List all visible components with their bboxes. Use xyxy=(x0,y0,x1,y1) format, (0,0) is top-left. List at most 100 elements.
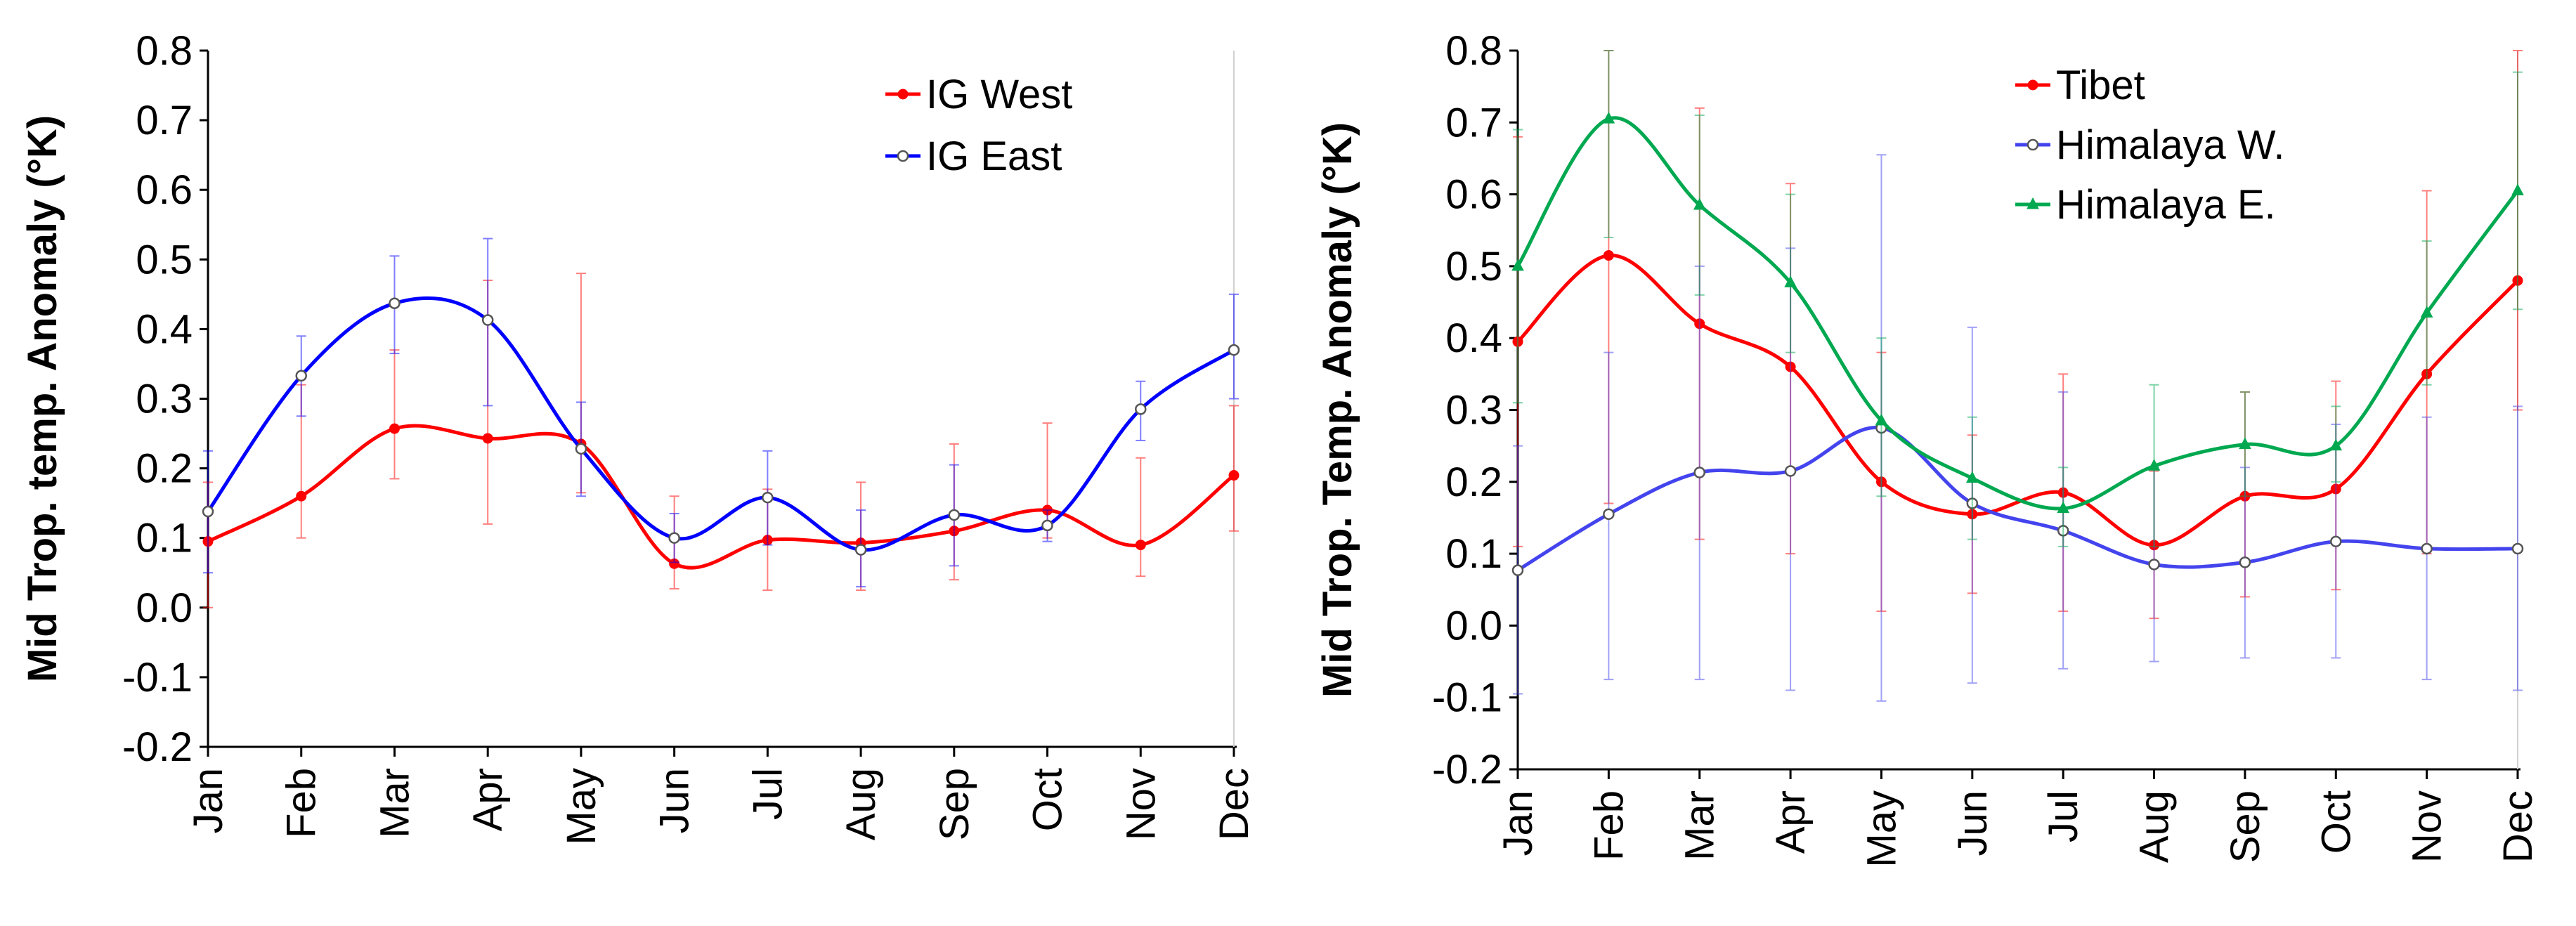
right-legend-marker-himalaya-w xyxy=(2027,138,2039,151)
right-legend-marker-tibet xyxy=(2027,79,2038,91)
left-legend-label-ig-west: IG West xyxy=(926,72,1072,117)
right-x-tick-label-aug: Aug xyxy=(2132,790,2178,863)
chart-tibet-himalaya-svg: -0.2 -0.1 0.0 0.1 0.2 0.3 0.4 0.5 0.6 0.7 0.8 Jan Fe… xyxy=(1315,28,2541,868)
right-y-tick-label: 0.0 xyxy=(1445,603,1502,648)
left-x-tick-label-nov: Nov xyxy=(1118,768,1164,840)
left-y-tick-label: 0.2 xyxy=(136,446,193,492)
left-y-tick-label: 0.4 xyxy=(136,306,193,352)
right-x-tick-label-apr: Apr xyxy=(1768,790,1814,854)
left-y-tick-label: 0.0 xyxy=(136,585,193,631)
left-point-ig-east-oct xyxy=(1041,519,1053,532)
left-x-tick-label-jun: Jun xyxy=(652,768,698,834)
right-x-tick-label-jan: Jan xyxy=(1495,790,1541,856)
left-point-ig-east-apr xyxy=(481,314,494,326)
left-legend-marker-ig-east xyxy=(897,150,909,162)
left-y-tick-label: 0.7 xyxy=(136,98,193,143)
right-point-himalaya-w-mar xyxy=(1693,467,1705,478)
left-legend-marker-ig-west xyxy=(897,89,909,100)
right-y-tick-label: 0.5 xyxy=(1445,244,1502,289)
right-point-himalaya-e-jul xyxy=(2057,501,2070,514)
right-y-tick-label: -0.1 xyxy=(1432,675,1502,721)
left-point-ig-east-sep xyxy=(948,509,961,521)
right-x-tick-label-oct: Oct xyxy=(2313,790,2359,854)
left-line-ig-west xyxy=(207,424,1235,570)
left-point-ig-east-nov xyxy=(1135,403,1147,415)
left-error-bars-ig-east xyxy=(203,237,1239,588)
chart-ig-svg: -0.2 -0.1 0.0 0.1 0.2 0.3 0.4 0.5 0.6 0.7 0.8 Jan Fe… xyxy=(20,28,1257,845)
left-y-tick-label: -0.1 xyxy=(122,655,193,700)
right-point-himalaya-e-jun xyxy=(1965,471,1979,483)
left-legend-label-ig-east: IG East xyxy=(926,133,1062,179)
right-y-tick-label: 0.2 xyxy=(1445,459,1502,505)
right-point-himalaya-e-dec xyxy=(2511,183,2524,195)
left-x-tick-label-dec: Dec xyxy=(1211,768,1257,840)
left-line-ig-east xyxy=(206,296,1235,552)
left-y-axis-title: Mid Trop. temp. Anomaly (°K) xyxy=(20,115,65,682)
left-point-ig-west-feb xyxy=(296,490,307,502)
left-point-ig-east-mar xyxy=(389,297,401,309)
left-point-ig-east-feb xyxy=(295,370,307,382)
chart-ig: -0.2 -0.1 0.0 0.1 0.2 0.3 0.4 0.5 0.6 0.7 0.8 Jan Fe… xyxy=(0,0,1288,922)
right-point-himalaya-e-may xyxy=(1875,413,1888,426)
left-y-tick-label: 0.6 xyxy=(136,167,193,213)
right-line-tibet xyxy=(1516,254,2519,547)
right-x-tick-label-jun: Jun xyxy=(1950,790,1996,856)
right-point-himalaya-w-nov xyxy=(2421,542,2433,555)
left-x-tick-label-jul: Jul xyxy=(745,768,791,820)
right-y-tick-label: 0.7 xyxy=(1445,100,1502,145)
right-point-himalaya-e-apr xyxy=(1784,275,1797,287)
right-point-himalaya-w-aug xyxy=(2148,559,2160,570)
right-point-himalaya-w-oct xyxy=(2330,535,2342,547)
right-x-tick-label-sep: Sep xyxy=(2223,790,2268,863)
right-point-himalaya-w-sep xyxy=(2239,556,2251,568)
left-point-ig-east-jan xyxy=(202,505,214,518)
left-legend-box xyxy=(871,72,1202,213)
right-legend-box xyxy=(2001,63,2381,259)
right-x-tick-label-feb: Feb xyxy=(1586,790,1632,861)
right-x-tick-label-nov: Nov xyxy=(2405,790,2450,863)
left-y-tick-label: 0.1 xyxy=(136,516,193,561)
right-point-himalaya-e-aug xyxy=(2147,459,2161,471)
left-x-tick-label-sep: Sep xyxy=(932,768,977,840)
right-point-himalaya-e-sep xyxy=(2239,437,2251,450)
right-point-himalaya-e-jan xyxy=(1511,259,1524,271)
chart-tibet-himalaya: -0.2 -0.1 0.0 0.1 0.2 0.3 0.4 0.5 0.6 0.7 0.8 Jan Fe… xyxy=(1288,0,2576,922)
left-x-tick-label-aug: Aug xyxy=(838,768,884,840)
right-point-himalaya-w-apr xyxy=(1784,465,1797,477)
right-point-himalaya-e-mar xyxy=(1693,197,1706,210)
left-point-ig-west-nov xyxy=(1135,540,1146,551)
left-x-tick-label-apr: Apr xyxy=(465,768,511,831)
right-point-himalaya-e-feb xyxy=(1602,112,1615,124)
right-point-tibet-feb xyxy=(1603,250,1614,261)
left-point-ig-east-jul xyxy=(762,491,774,504)
right-x-tick-label-jul: Jul xyxy=(2041,790,2086,842)
right-y-tick-label: 0.1 xyxy=(1445,531,1502,577)
left-point-ig-west-dec xyxy=(1228,470,1240,481)
left-point-ig-west-apr xyxy=(482,433,493,444)
left-point-ig-east-may xyxy=(575,443,587,455)
right-legend-marker-himalaya-e xyxy=(2027,197,2039,209)
right-y-axis-title: Mid Trop. Temp. Anomaly (°K) xyxy=(1315,122,1360,698)
right-y-tick-label: 0.6 xyxy=(1445,172,1502,218)
right-y-tick-label: 0.3 xyxy=(1445,388,1502,433)
left-series-ig-east xyxy=(202,237,1240,588)
right-legend-label-himalaya-e: Himalaya E. xyxy=(2056,182,2276,228)
right-y-tick-label: -0.2 xyxy=(1432,747,1502,793)
left-x-tick-label-may: May xyxy=(559,768,604,845)
right-point-himalaya-e-nov xyxy=(2420,306,2433,318)
right-y-tick-label: 0.4 xyxy=(1445,315,1502,361)
left-x-tick-label-oct: Oct xyxy=(1025,768,1071,831)
right-series-himalaya-e xyxy=(1511,50,2524,547)
left-y-tick-label: 0.5 xyxy=(136,237,193,282)
right-point-himalaya-w-jan xyxy=(1511,564,1524,576)
right-point-himalaya-w-dec xyxy=(2511,542,2524,555)
right-x-tick-label-mar: Mar xyxy=(1677,790,1723,861)
right-series-himalaya-w xyxy=(1511,154,2524,702)
left-point-ig-west-mar xyxy=(389,423,400,434)
right-x-tick-label-dec: Dec xyxy=(2495,790,2541,863)
left-x-tick-label-mar: Mar xyxy=(372,768,417,838)
right-y-tick-label: 0.8 xyxy=(1445,28,1502,74)
right-legend-label-tibet: Tibet xyxy=(2056,63,2145,108)
right-x-tick-label-may: May xyxy=(1859,790,1904,868)
left-point-ig-east-aug xyxy=(854,544,867,556)
